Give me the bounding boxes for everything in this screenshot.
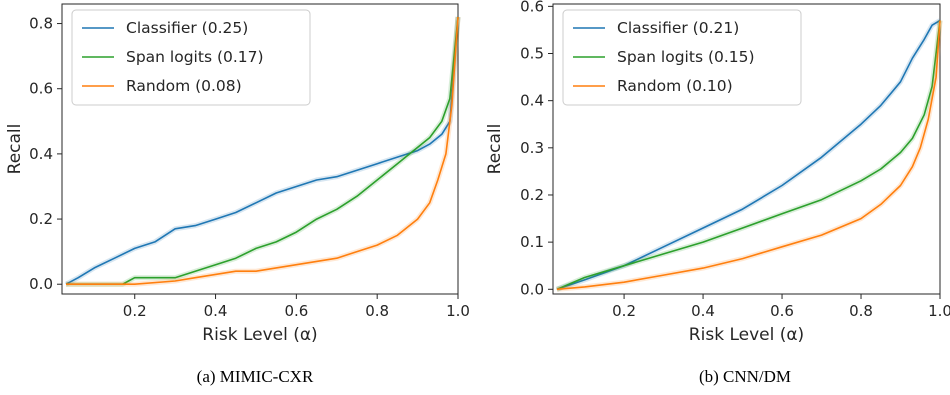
series-line-1: [66, 16, 459, 286]
series-line-0: [65, 16, 459, 285]
y-tick-label: 0.5: [520, 45, 544, 63]
series-line-0: [556, 19, 941, 291]
x-tick-label: 0.2: [123, 302, 147, 320]
x-tick-label: 1.0: [928, 302, 950, 320]
x-tick-label: 1.0: [446, 302, 470, 320]
x-tick-label: 0.8: [365, 302, 389, 320]
y-tick-label: 0.4: [29, 145, 53, 163]
y-tick-label: 0.1: [520, 233, 544, 251]
chart-cnn-dm: 0.2 0.4 0.6 0.8 1.0 0.0 0.1 0.2 0.3 0.4 0.5 0.6 Risk…: [485, 0, 950, 345]
y-tick-label: 0.4: [520, 92, 544, 110]
y-tick-label: 0.6: [29, 80, 53, 98]
y-tick-label: 0.6: [520, 0, 544, 15]
legend-box: [71, 9, 311, 106]
y-axis-label: Recall: [485, 124, 505, 175]
legend-entry: Span logits (0.17): [126, 48, 264, 66]
plot-frame: [61, 3, 459, 295]
x-tick-label: 0.2: [612, 302, 636, 320]
x-tick-label: 0.8: [849, 302, 873, 320]
legend-entry: Random (0.08): [126, 77, 242, 95]
x-tick-label: 0.6: [284, 302, 308, 320]
legend-entry: Random (0.10): [617, 77, 733, 95]
legend-entry: Span logits (0.15): [617, 48, 755, 66]
legend-entry: Classifier (0.21): [617, 19, 739, 37]
y-tick-label: 0.3: [520, 139, 544, 157]
y-tick-label: 0.0: [29, 275, 53, 293]
x-axis-label: Risk Level (α): [202, 325, 317, 345]
x-tick-label: 0.4: [691, 302, 715, 320]
caption-mimic-cxr: (a) MIMIC-CXR: [197, 367, 314, 386]
y-tick-label: 0.8: [29, 15, 53, 33]
series-line-1: [556, 20, 941, 291]
y-tick-label: 0.0: [520, 280, 544, 298]
series-line-2: [556, 20, 941, 291]
caption-cnn-dm: (b) CNN/DM: [699, 367, 791, 386]
x-tick-label: 0.4: [204, 302, 228, 320]
y-axis-label: Recall: [5, 124, 25, 175]
y-tick-label: 0.2: [520, 186, 544, 204]
legend-box: [562, 9, 802, 106]
series-line-2: [66, 16, 459, 286]
plot-frame: [552, 3, 941, 295]
legend-entry: Classifier (0.25): [126, 19, 248, 37]
x-axis-label: Risk Level (α): [689, 325, 804, 345]
y-tick-label: 0.2: [29, 210, 53, 228]
x-tick-label: 0.6: [770, 302, 794, 320]
chart-mimic-cxr: 0.2 0.4 0.6 0.8 1.0 0.0 0.2 0.4 0.6 0.8 Risk Level…: [5, 3, 470, 345]
